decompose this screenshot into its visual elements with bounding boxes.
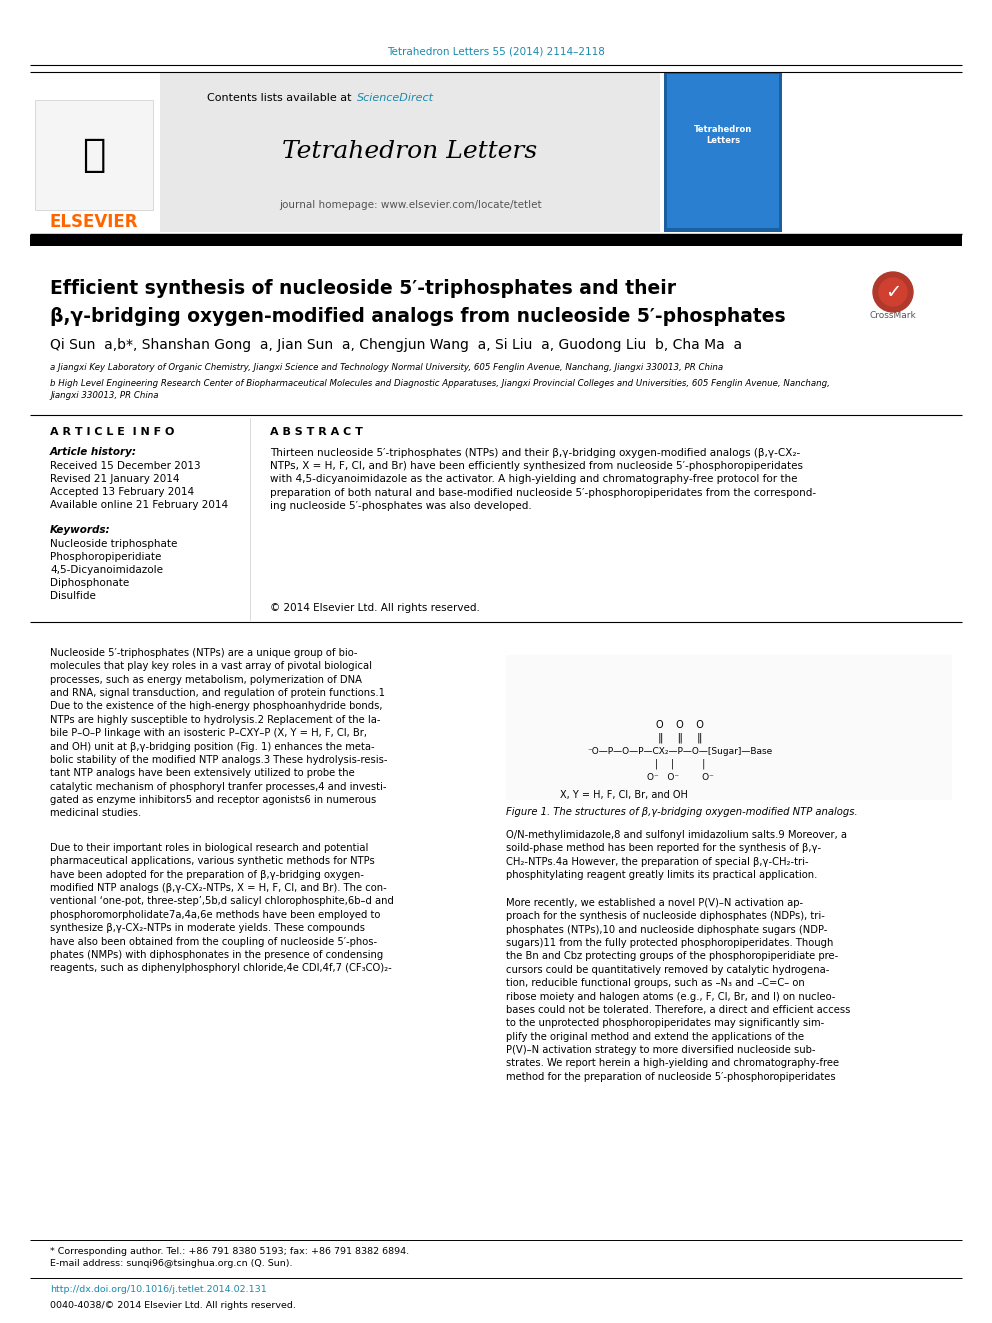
Text: Tetrahedron Letters 55 (2014) 2114–2118: Tetrahedron Letters 55 (2014) 2114–2118 xyxy=(387,48,605,57)
Text: Due to their important roles in biological research and potential
pharmaceutical: Due to their important roles in biologic… xyxy=(50,843,394,974)
Bar xyxy=(30,235,962,246)
Text: A R T I C L E  I N F O: A R T I C L E I N F O xyxy=(50,427,175,437)
Circle shape xyxy=(879,278,907,306)
Text: b High Level Engineering Research Center of Biopharmaceutical Molecules and Diag: b High Level Engineering Research Center… xyxy=(50,378,830,388)
Text: ⁻O—P—O—P—CX₂—P—O—[Sugar]—Base: ⁻O—P—O—P—CX₂—P—O—[Sugar]—Base xyxy=(587,746,773,755)
Text: O⁻   O⁻        O⁻: O⁻ O⁻ O⁻ xyxy=(647,773,713,782)
Bar xyxy=(667,74,779,228)
Text: Disulfide: Disulfide xyxy=(50,591,96,601)
Bar xyxy=(30,71,160,232)
Bar xyxy=(35,101,153,210)
Text: Keywords:: Keywords: xyxy=(50,525,111,534)
Text: O/N-methylimidazole,8 and sulfonyl imidazolium salts.9 Moreover, a
soild-phase m: O/N-methylimidazole,8 and sulfonyl imida… xyxy=(506,830,847,880)
Text: X, Y = H, F, Cl, Br, and OH: X, Y = H, F, Cl, Br, and OH xyxy=(560,790,687,800)
Text: More recently, we established a novel P(V)–N activation ap-
proach for the synth: More recently, we established a novel P(… xyxy=(506,898,850,1082)
Text: © 2014 Elsevier Ltd. All rights reserved.: © 2014 Elsevier Ltd. All rights reserved… xyxy=(270,603,480,613)
Text: Available online 21 February 2014: Available online 21 February 2014 xyxy=(50,500,228,509)
Text: Tetrahedron Letters: Tetrahedron Letters xyxy=(283,140,538,164)
Text: Efficient synthesis of nucleoside 5′-triphosphates and their: Efficient synthesis of nucleoside 5′-tri… xyxy=(50,279,677,298)
Text: ScienceDirect: ScienceDirect xyxy=(357,93,434,103)
Text: Jiangxi 330013, PR China: Jiangxi 330013, PR China xyxy=(50,392,159,401)
Text: journal homepage: www.elsevier.com/locate/tetlet: journal homepage: www.elsevier.com/locat… xyxy=(279,200,542,210)
Bar xyxy=(160,71,660,232)
Text: a Jiangxi Key Laboratory of Organic Chemistry, Jiangxi Science and Technology No: a Jiangxi Key Laboratory of Organic Chem… xyxy=(50,364,723,373)
Text: 4,5-Dicyanoimidazole: 4,5-Dicyanoimidazole xyxy=(50,565,163,576)
Text: |    |         |: | | | xyxy=(655,759,705,769)
Text: Thirteen nucleoside 5′-triphosphates (NTPs) and their β,γ-bridging oxygen-modifi: Thirteen nucleoside 5′-triphosphates (NT… xyxy=(270,448,816,511)
Text: Revised 21 January 2014: Revised 21 January 2014 xyxy=(50,474,180,484)
Text: Nucleoside 5′-triphosphates (NTPs) are a unique group of bio-
molecules that pla: Nucleoside 5′-triphosphates (NTPs) are a… xyxy=(50,648,388,819)
Text: Accepted 13 February 2014: Accepted 13 February 2014 xyxy=(50,487,194,497)
Text: Nucleoside triphosphate: Nucleoside triphosphate xyxy=(50,538,178,549)
Text: 0040-4038/© 2014 Elsevier Ltd. All rights reserved.: 0040-4038/© 2014 Elsevier Ltd. All right… xyxy=(50,1301,296,1310)
Text: Phosphoropiperidiate: Phosphoropiperidiate xyxy=(50,552,162,562)
Text: Contents lists available at: Contents lists available at xyxy=(207,93,355,103)
Text: CrossMark: CrossMark xyxy=(870,311,917,320)
Circle shape xyxy=(873,273,913,312)
Text: 🌳: 🌳 xyxy=(82,136,106,175)
Text: A B S T R A C T: A B S T R A C T xyxy=(270,427,363,437)
Text: ELSEVIER: ELSEVIER xyxy=(50,213,138,232)
Text: ✓: ✓ xyxy=(885,283,901,302)
Text: Figure 1. The structures of β,γ-bridging oxygen-modified NTP analogs.: Figure 1. The structures of β,γ-bridging… xyxy=(506,807,858,818)
Text: * Corresponding author. Tel.: +86 791 8380 5193; fax: +86 791 8382 6894.: * Corresponding author. Tel.: +86 791 83… xyxy=(50,1248,409,1257)
Text: Article history:: Article history: xyxy=(50,447,137,456)
Bar xyxy=(506,655,952,800)
Text: E-mail address: sunqi96@tsinghua.org.cn (Q. Sun).: E-mail address: sunqi96@tsinghua.org.cn … xyxy=(50,1259,293,1269)
Text: ‖    ‖    ‖: ‖ ‖ ‖ xyxy=(658,733,702,744)
Text: http://dx.doi.org/10.1016/j.tetlet.2014.02.131: http://dx.doi.org/10.1016/j.tetlet.2014.… xyxy=(50,1286,267,1294)
Text: Diphosphonate: Diphosphonate xyxy=(50,578,129,587)
Text: β,γ-bridging oxygen-modified analogs from nucleoside 5′-phosphates: β,γ-bridging oxygen-modified analogs fro… xyxy=(50,307,786,325)
Text: Tetrahedron
Letters: Tetrahedron Letters xyxy=(693,126,752,144)
Text: Qi Sun  a,b*, Shanshan Gong  a, Jian Sun  a, Chengjun Wang  a, Si Liu  a, Guodon: Qi Sun a,b*, Shanshan Gong a, Jian Sun a… xyxy=(50,337,742,352)
Text: Received 15 December 2013: Received 15 December 2013 xyxy=(50,460,200,471)
Text: O    O    O: O O O xyxy=(656,720,704,730)
Bar xyxy=(664,71,782,232)
